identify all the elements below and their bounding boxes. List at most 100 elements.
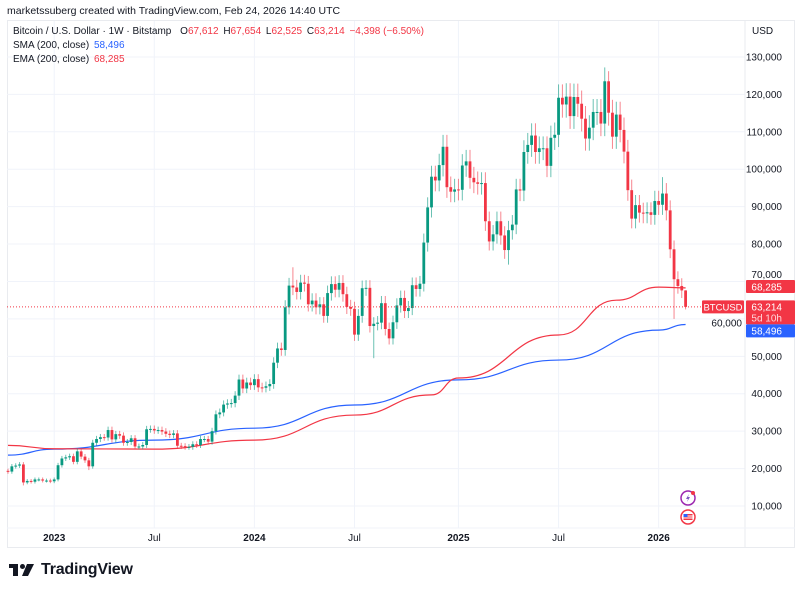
candle bbox=[433, 165, 437, 192]
us-flag-icon[interactable] bbox=[680, 509, 696, 525]
candle-body bbox=[37, 479, 41, 481]
lightning-event-icon[interactable] bbox=[680, 490, 696, 506]
y-tick-label: 120,000 bbox=[746, 90, 783, 101]
low-label: L bbox=[265, 26, 272, 37]
y-tick-label: 70,000 bbox=[751, 270, 782, 281]
candle-body bbox=[410, 285, 414, 309]
candle bbox=[410, 277, 414, 316]
candle-body bbox=[283, 307, 287, 350]
candle bbox=[314, 293, 318, 315]
candle-body bbox=[634, 205, 637, 219]
candle-body bbox=[137, 446, 141, 448]
candle bbox=[218, 408, 222, 419]
candle-body bbox=[407, 308, 410, 312]
tradingview-logo[interactable]: TradingView bbox=[9, 561, 133, 579]
legend-sma-row[interactable]: SMA (200, close) 58,496 bbox=[13, 39, 426, 53]
candle-body bbox=[476, 182, 480, 184]
candle bbox=[118, 430, 122, 439]
candle-body bbox=[480, 183, 483, 185]
candle-body bbox=[33, 479, 37, 482]
candle bbox=[264, 381, 268, 393]
candle-body bbox=[187, 446, 191, 448]
candle bbox=[125, 438, 129, 446]
candle-body bbox=[279, 348, 283, 350]
candle bbox=[14, 463, 18, 469]
candle-body bbox=[118, 434, 122, 436]
x-tick-label: 2026 bbox=[648, 533, 671, 544]
candle bbox=[534, 123, 537, 164]
candle bbox=[229, 398, 233, 408]
candle bbox=[202, 435, 206, 443]
x-tick-label: 2025 bbox=[447, 533, 470, 544]
candle bbox=[553, 122, 557, 150]
y-tick-label: 40,000 bbox=[751, 389, 782, 400]
candle bbox=[345, 286, 349, 315]
candle bbox=[630, 179, 634, 229]
candle bbox=[453, 178, 456, 203]
candle bbox=[510, 215, 514, 240]
candle-body bbox=[426, 207, 430, 243]
candle bbox=[48, 478, 52, 484]
y-tick-label: 110,000 bbox=[747, 127, 783, 138]
candle-body bbox=[75, 451, 79, 462]
y-tick-label: 50,000 bbox=[751, 352, 782, 363]
candle-body bbox=[499, 221, 503, 236]
candle-body bbox=[380, 303, 383, 323]
candle bbox=[537, 136, 541, 164]
candle bbox=[195, 441, 199, 448]
y-tick-label: 30,000 bbox=[751, 427, 782, 438]
candle bbox=[137, 443, 141, 450]
candle bbox=[645, 202, 649, 224]
candle bbox=[584, 105, 587, 151]
candle-body bbox=[437, 165, 441, 181]
candle bbox=[129, 435, 133, 446]
legend-symbol-row[interactable]: Bitcoin / U.S. Dollar · 1W · Bitstamp O6… bbox=[13, 25, 426, 39]
candle bbox=[545, 136, 549, 178]
candle-body bbox=[337, 282, 341, 290]
y-tick-label: 100,000 bbox=[746, 165, 783, 176]
candle bbox=[268, 379, 272, 391]
candle bbox=[480, 172, 483, 195]
candle bbox=[102, 433, 106, 441]
candle bbox=[106, 426, 110, 441]
candle bbox=[507, 220, 510, 265]
bar-countdown-text: 5d 10h bbox=[751, 313, 782, 324]
ema-price-tag bbox=[746, 280, 795, 293]
currency-label[interactable]: USD bbox=[752, 26, 774, 37]
candle bbox=[222, 400, 225, 417]
candle bbox=[364, 280, 368, 296]
candle-body bbox=[360, 288, 364, 316]
candle-body bbox=[649, 212, 653, 215]
candle bbox=[249, 377, 252, 390]
candle bbox=[664, 183, 668, 221]
candle-body bbox=[595, 111, 599, 113]
candle bbox=[368, 280, 372, 333]
candle-body bbox=[491, 234, 495, 242]
candle bbox=[187, 443, 191, 450]
candle bbox=[87, 457, 91, 471]
candle bbox=[164, 428, 168, 438]
high-label: H bbox=[223, 26, 231, 37]
candle bbox=[145, 425, 148, 448]
y-tick-label: 10,000 bbox=[751, 502, 782, 513]
candle-body bbox=[206, 439, 210, 442]
candle-body bbox=[287, 285, 291, 308]
x-tick-label: Jul bbox=[348, 533, 361, 544]
candle bbox=[6, 468, 10, 474]
candle-body bbox=[125, 442, 129, 444]
candle-body bbox=[672, 249, 676, 280]
candle-body bbox=[618, 114, 622, 130]
candle-body bbox=[572, 96, 576, 117]
candle bbox=[360, 280, 364, 323]
candle-body bbox=[68, 456, 71, 458]
legend-ema-row[interactable]: EMA (200, close) 68,285 bbox=[13, 53, 426, 67]
candle-body bbox=[256, 379, 260, 388]
candle bbox=[79, 448, 83, 460]
candle-body bbox=[129, 438, 133, 443]
candle-body bbox=[6, 470, 10, 472]
candle bbox=[518, 178, 522, 202]
candle-body bbox=[680, 285, 684, 291]
candle bbox=[152, 425, 156, 434]
candle-body bbox=[60, 458, 64, 466]
